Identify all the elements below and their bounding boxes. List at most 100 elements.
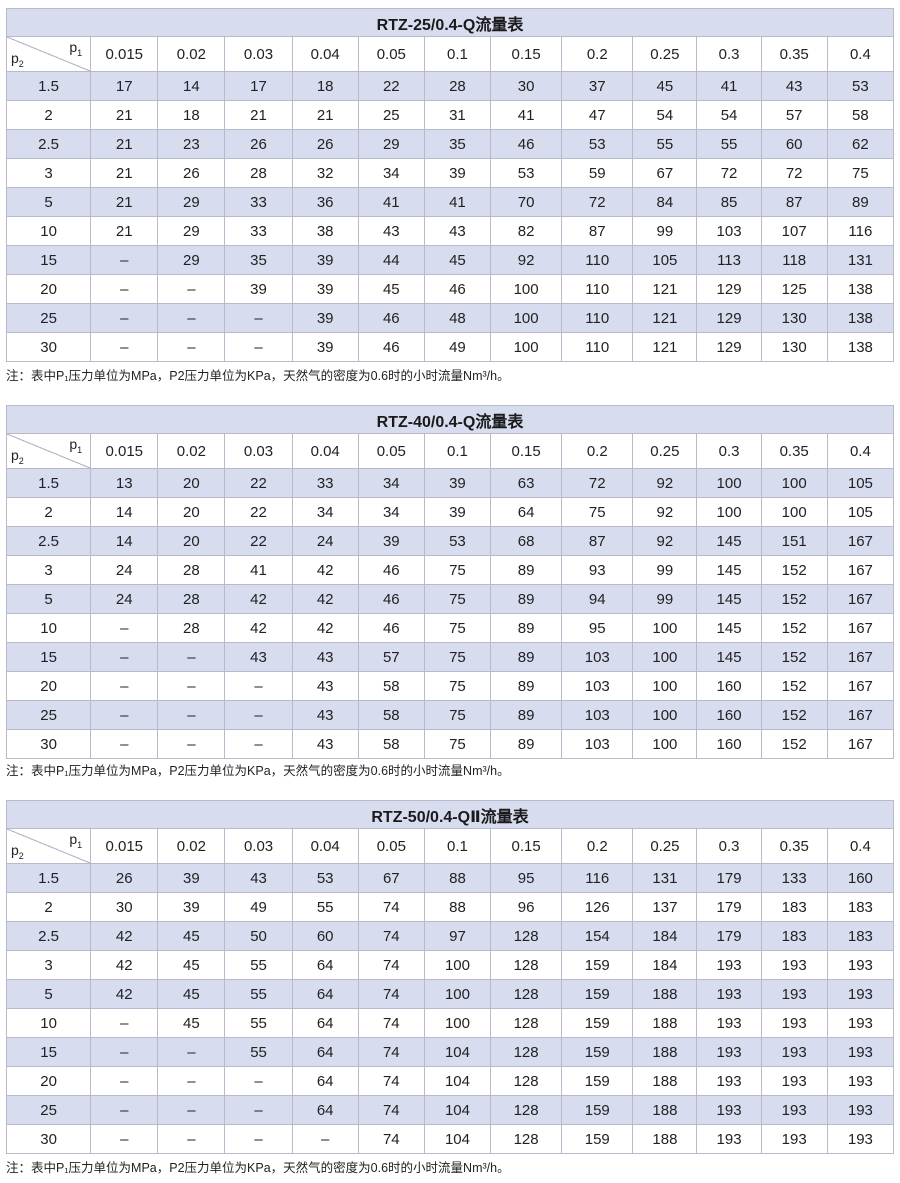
row-header: 10 xyxy=(5,1008,92,1038)
table-cell: 89 xyxy=(490,555,563,585)
table-cell: – xyxy=(157,274,226,304)
table-cell: 128 xyxy=(490,1037,563,1067)
table-cell: 167 xyxy=(826,613,895,643)
axis-corner-cell: p1 p2 xyxy=(5,36,92,72)
table-cell: 41 xyxy=(224,555,293,585)
table-cell: 21 xyxy=(90,100,159,130)
table-cell: 128 xyxy=(490,979,563,1009)
table-cell: 41 xyxy=(357,187,425,217)
table-cell: 99 xyxy=(632,216,698,246)
column-header: 0.4 xyxy=(826,828,895,864)
table-cell: 128 xyxy=(490,1066,563,1096)
table-cell: 193 xyxy=(826,1124,895,1154)
table-cell: 94 xyxy=(561,584,634,614)
table-cell: 193 xyxy=(826,950,895,980)
table-cell: 193 xyxy=(696,1124,762,1154)
column-header: 0.04 xyxy=(291,433,359,469)
table-cell: 167 xyxy=(826,642,895,672)
table-cell: 28 xyxy=(157,555,226,585)
table-cell: 128 xyxy=(490,1124,563,1154)
table-cell: 13 xyxy=(90,468,159,498)
column-header: 0.03 xyxy=(224,828,293,864)
table-cell: 100 xyxy=(423,979,492,1009)
table-cell: 159 xyxy=(561,1095,634,1125)
table-row: 30– – – –74 104 128 159 188 193 193 193 xyxy=(5,1124,895,1154)
table-row: 1.5 17 14 17 18 22 28 30 37 45 41 43 53 xyxy=(5,71,895,101)
table-cell: 152 xyxy=(760,613,828,643)
table-cell: 145 xyxy=(696,555,762,585)
table-cell: 39 xyxy=(291,303,359,333)
table-cell: 75 xyxy=(423,555,492,585)
table-cell: 42 xyxy=(224,613,293,643)
table-cell: 47 xyxy=(561,100,634,130)
table-cell: 121 xyxy=(632,274,698,304)
table-cell: 118 xyxy=(760,245,828,275)
table-cell: 75 xyxy=(423,671,492,701)
table-cell: 21 xyxy=(90,187,159,217)
table-cell: 193 xyxy=(760,1037,828,1067)
column-header: 0.25 xyxy=(632,433,698,469)
table-cell: 46 xyxy=(357,303,425,333)
table-cell: 74 xyxy=(357,1124,425,1154)
table-cell: 55 xyxy=(224,950,293,980)
table-cell: 167 xyxy=(826,671,895,701)
table-cell: 193 xyxy=(696,979,762,1009)
table-cell: 193 xyxy=(760,1124,828,1154)
table-cell: 38 xyxy=(291,216,359,246)
column-header: 0.1 xyxy=(423,36,492,72)
table-cell: – xyxy=(157,1037,226,1067)
table-cell: 39 xyxy=(157,892,226,922)
table-cell: 54 xyxy=(632,100,698,130)
table-cell: 14 xyxy=(157,71,226,101)
table-cell: 46 xyxy=(423,274,492,304)
row-header: 30 xyxy=(5,729,92,759)
table-cell: 29 xyxy=(157,245,226,275)
table-cell: 151 xyxy=(760,526,828,556)
p2-axis-label: p2 xyxy=(11,447,24,466)
p2-axis-label: p2 xyxy=(11,842,24,861)
table-cell: 64 xyxy=(490,497,563,527)
table-cell: 26 xyxy=(90,863,159,893)
table-cell: 188 xyxy=(632,1008,698,1038)
table-cell: 152 xyxy=(760,584,828,614)
table-cell: 159 xyxy=(561,1066,634,1096)
p1-axis-label: p1 xyxy=(69,436,83,455)
table-cell: 188 xyxy=(632,979,698,1009)
table-cell: 58 xyxy=(826,100,895,130)
axis-corner-cell: p1 p2 xyxy=(5,828,92,864)
table-cell: – xyxy=(291,1124,359,1154)
table-cell: 87 xyxy=(760,187,828,217)
table-cell: 39 xyxy=(157,863,226,893)
table-cell: 29 xyxy=(157,216,226,246)
table-cell: 62 xyxy=(826,129,895,159)
table-cell: 29 xyxy=(357,129,425,159)
table-cell: – xyxy=(224,700,293,730)
table-cell: 55 xyxy=(224,1008,293,1038)
table-row: 1.5 13 20 22 33 34 39 63 72 92 100 100 105 xyxy=(5,468,895,498)
table-cell: 152 xyxy=(760,642,828,672)
table-cell: 103 xyxy=(561,671,634,701)
table-cell: – xyxy=(157,303,226,333)
table-cell: 42 xyxy=(90,921,159,951)
table-cell: 92 xyxy=(632,468,698,498)
column-header: 0.4 xyxy=(826,433,895,469)
table-cell: 39 xyxy=(224,274,293,304)
row-header: 2 xyxy=(5,100,92,130)
table-cell: 39 xyxy=(291,245,359,275)
table-cell: 89 xyxy=(490,642,563,672)
table-cell: 64 xyxy=(291,1095,359,1125)
table-cell: 43 xyxy=(224,863,293,893)
table-cell: 39 xyxy=(423,497,492,527)
table-cell: 89 xyxy=(490,584,563,614)
table-cell: 105 xyxy=(632,245,698,275)
table-cell: 43 xyxy=(423,216,492,246)
table-cell: 59 xyxy=(561,158,634,188)
table-cell: 33 xyxy=(224,216,293,246)
column-header: 0.35 xyxy=(760,433,828,469)
table-cell: 85 xyxy=(696,187,762,217)
table-cell: 92 xyxy=(632,526,698,556)
column-header: 0.05 xyxy=(357,828,425,864)
row-header: 10 xyxy=(5,216,92,246)
table-cell: – xyxy=(90,303,159,333)
table-cell: 89 xyxy=(490,729,563,759)
